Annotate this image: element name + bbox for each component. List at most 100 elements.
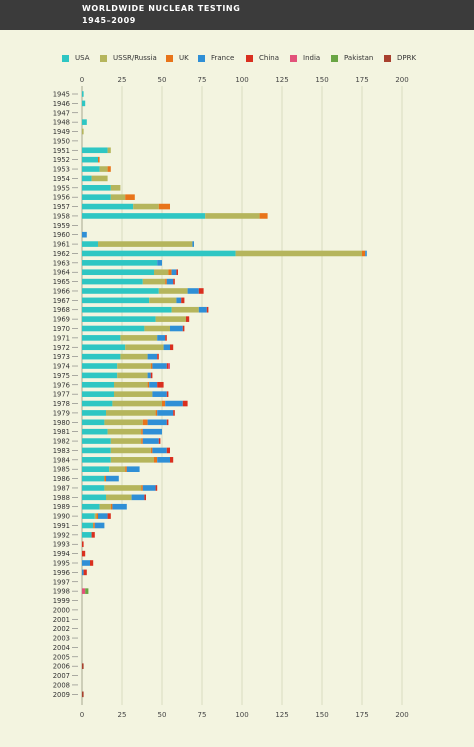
year-label: 1985 — [53, 466, 70, 474]
x-tick-label-top: 175 — [355, 76, 368, 84]
year-label: 1995 — [53, 560, 70, 568]
bar-segment-china-1972 — [170, 344, 174, 351]
x-tick-label-top: 75 — [198, 76, 207, 84]
bar-segment-ussr-russia-1978 — [112, 400, 162, 407]
bar-segment-ussr-russia-1957 — [133, 203, 159, 210]
legend-swatch — [331, 54, 338, 62]
x-tick-label-top: 0 — [80, 76, 84, 84]
year-label: 1986 — [53, 475, 70, 483]
year-label: 1962 — [53, 250, 70, 258]
bar-segment-france-1961 — [192, 241, 194, 247]
bar-segment-usa-1967 — [82, 297, 150, 304]
bar-segment-usa-1966 — [82, 288, 159, 294]
bar-segment-ussr-russia-1971 — [120, 335, 158, 341]
year-label: 1956 — [53, 194, 70, 202]
bar-segment-france-1996 — [82, 569, 84, 576]
bar-segment-ussr-russia-1964 — [154, 269, 169, 276]
bar-segment-france-1975 — [147, 372, 151, 379]
bar-segment-france-1973 — [147, 353, 158, 360]
bar-segment-usa-1958 — [82, 213, 206, 219]
bar-segment-ussr-russia-1989 — [99, 503, 111, 510]
x-axis-bottom-ticks: 0 25 50 75 100 125 150 175 200 — [80, 711, 409, 719]
bar-segment-ussr-russia-1980 — [104, 419, 143, 426]
bar-segment-usa-1945 — [82, 91, 84, 97]
bar-segment-uk-1976 — [147, 381, 150, 388]
year-label: 1998 — [53, 588, 70, 596]
year-label: 1960 — [53, 231, 70, 239]
x-tick-label-bottom: 0 — [80, 711, 84, 719]
bar-segment-ussr-russia-1987 — [104, 485, 142, 491]
year-label: 1982 — [53, 438, 70, 446]
bar-segment-usa-1965 — [82, 278, 143, 285]
bar-segment-dprk-2006 — [82, 663, 84, 669]
bar-segment-ussr-russia-1984 — [110, 457, 154, 463]
year-label: 1958 — [53, 212, 70, 220]
bar-segment-ussr-russia-1968 — [171, 306, 199, 313]
x-tick-label-bottom: 200 — [395, 711, 408, 719]
year-label: 1970 — [53, 325, 70, 333]
bar-segment-uk-1953 — [107, 166, 111, 172]
x-tick-label-bottom: 150 — [315, 711, 328, 719]
bar-segment-china-1992 — [91, 532, 95, 538]
bar-segment-ussr-russia-1990 — [94, 513, 97, 519]
bar-segment-china-1987 — [155, 485, 158, 491]
bar-segment-usa-1972 — [82, 344, 126, 351]
bar-segment-china-1979 — [173, 410, 175, 416]
bar-segment-ussr-russia-1962 — [235, 250, 362, 257]
bar-segment-france-1981 — [142, 428, 162, 435]
bar-segment-ussr-russia-1953 — [99, 166, 108, 172]
bar-segment-usa-1984 — [82, 457, 111, 463]
x-tick-label-bottom: 125 — [275, 711, 288, 719]
x-tick-label-top: 150 — [315, 76, 328, 84]
chart-title: WORLDWIDE NUCLEAR TESTING — [82, 4, 241, 13]
x-tick-label-top: 100 — [235, 76, 248, 84]
bar-segment-usa-1954 — [82, 175, 92, 182]
bar-segment-uk-1962 — [362, 250, 366, 257]
bar-segment-china-1993 — [82, 541, 84, 548]
bar-segment-china-1970 — [182, 325, 185, 332]
legend-item-usa: USA — [62, 52, 90, 64]
bar-segment-usa-1948 — [82, 119, 87, 125]
year-label: 1996 — [53, 569, 70, 577]
bar-segment-usa-1990 — [82, 513, 95, 519]
bar-segment-usa-1977 — [82, 391, 114, 397]
bar-segment-ussr-russia-1976 — [114, 381, 148, 388]
legend-label: Pakistan — [344, 54, 374, 62]
year-label: 1946 — [53, 100, 70, 108]
year-label: 1945 — [53, 91, 70, 99]
bar-segment-france-1980 — [147, 419, 167, 426]
bar-segment-france-1971 — [157, 335, 166, 341]
bar-segment-uk-1957 — [158, 203, 170, 210]
year-label: 1973 — [53, 353, 70, 361]
year-label: 2001 — [53, 616, 70, 624]
year-label: 2008 — [53, 681, 70, 689]
bar-segment-ussr-russia-1973 — [120, 353, 148, 360]
bar-segment-france-1983 — [152, 447, 167, 454]
year-label: 1957 — [53, 203, 70, 211]
bar-segment-france-1991 — [94, 522, 105, 529]
bar-segment-china-1980 — [166, 419, 169, 426]
bar-segment-france-1963 — [157, 260, 162, 266]
bar-segment-china-1978 — [182, 400, 188, 407]
bar-segment-usa-1989 — [82, 503, 100, 510]
bar-segment-ussr-russia-1951 — [107, 147, 111, 154]
bar-segment-china-1964 — [176, 269, 178, 276]
legend-label: China — [259, 54, 279, 62]
legend-swatch — [62, 54, 69, 62]
legend-swatch — [384, 54, 391, 62]
bar-segment-france-1984 — [157, 457, 170, 463]
bar-segment-china-1994 — [82, 550, 86, 557]
bar-segment-uk-1991 — [93, 522, 95, 529]
year-label: 1971 — [53, 334, 70, 342]
year-label: 1959 — [53, 222, 70, 230]
bar-segment-ussr-russia-1988 — [106, 494, 132, 501]
bar-segment-usa-1980 — [82, 419, 105, 426]
bar-segment-usa-1976 — [82, 381, 114, 388]
bar-segment-usa-1961 — [82, 241, 98, 247]
bar-segment-france-1962 — [365, 250, 367, 257]
bar-segment-china-1982 — [158, 438, 161, 444]
bar-segment-ussr-russia-1985 — [109, 466, 126, 472]
year-label: 1967 — [53, 297, 70, 305]
bar-segment-france-1987 — [142, 485, 156, 491]
year-label: 1961 — [53, 241, 70, 249]
